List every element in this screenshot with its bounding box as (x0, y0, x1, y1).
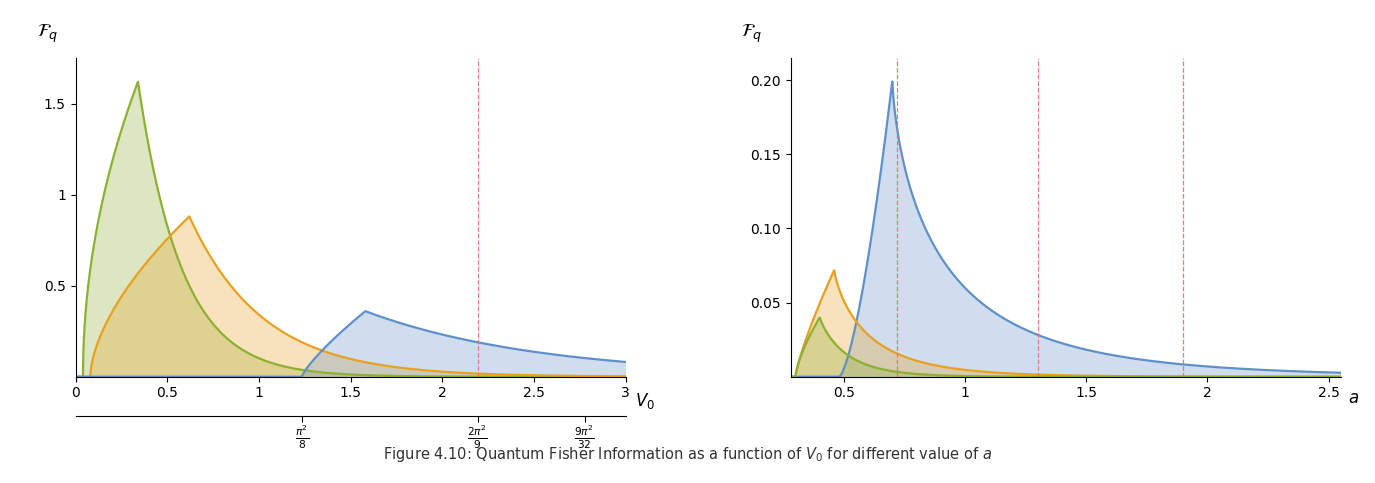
Text: $a$: $a$ (1348, 389, 1358, 407)
Y-axis label: $\mathcal{F}_q$: $\mathcal{F}_q$ (741, 23, 763, 45)
Y-axis label: $\mathcal{F}_q$: $\mathcal{F}_q$ (37, 23, 59, 45)
Text: $V_0$: $V_0$ (635, 391, 654, 412)
Text: Figure 4.10: Quantum Fisher Information as a function of $V_0$ for different val: Figure 4.10: Quantum Fisher Information … (382, 445, 993, 464)
